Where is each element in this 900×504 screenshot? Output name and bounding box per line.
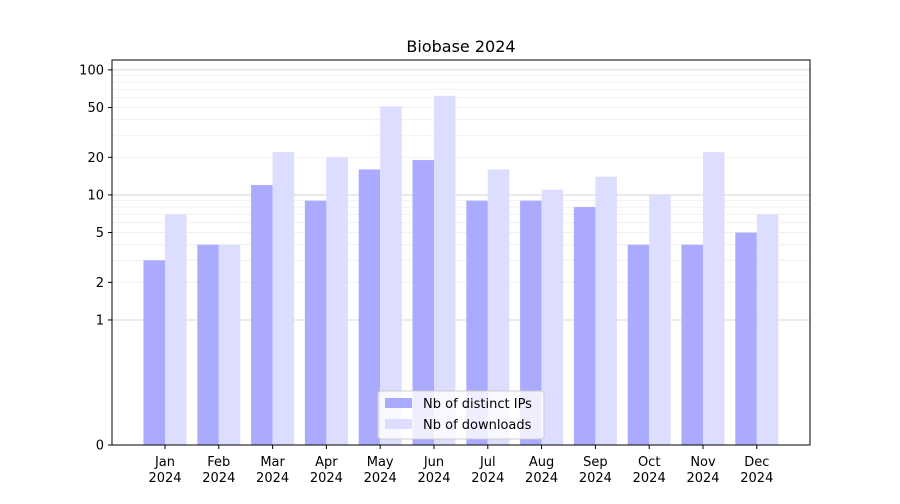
bar-downloads — [756, 214, 779, 445]
bar-distinct-ips — [304, 200, 327, 445]
x-tick-label: Dec 2024 — [740, 455, 773, 486]
x-tick-label-line: 2024 — [633, 471, 666, 486]
y-tick-label: 0 — [96, 439, 104, 454]
y-tick-label: 10 — [87, 188, 104, 203]
x-tick-label: May 2024 — [364, 455, 397, 486]
bar-downloads — [595, 176, 617, 445]
x-tick-label: Sep 2024 — [579, 455, 612, 486]
x-tick-label-line: Jan — [154, 455, 175, 470]
bar-downloads — [272, 152, 295, 445]
y-tick-label: 2 — [96, 276, 104, 291]
bar-downloads — [649, 194, 671, 445]
bar-distinct-ips — [735, 232, 757, 445]
x-tick-label-line: Apr — [315, 455, 338, 470]
bar-distinct-ips — [197, 244, 219, 445]
bar-distinct-ips — [412, 160, 434, 445]
chart-title: Biobase 2024 — [406, 37, 515, 56]
x-tick-label-line: Aug — [529, 455, 554, 470]
plot-frame — [111, 59, 811, 446]
bar-downloads — [541, 189, 564, 445]
bar-downloads — [434, 95, 456, 446]
x-tick-label-line: Jun — [423, 455, 444, 470]
x-tick-label-line: 2024 — [471, 471, 504, 486]
bar-distinct-ips — [681, 244, 703, 445]
legend-box — [377, 390, 545, 440]
x-tick-label: Mar 2024 — [256, 455, 289, 486]
x-tick-label-line: May — [367, 455, 394, 470]
y-tick-label: 100 — [79, 63, 104, 78]
x-tick-label-line: 2024 — [202, 471, 235, 486]
y-tick-label: 20 — [87, 151, 104, 166]
x-tick-label-line: 2024 — [417, 471, 450, 486]
legend: Nb of distinct IPs Nb of downloads — [377, 390, 545, 440]
bar-downloads — [703, 152, 725, 445]
x-tick-label-line: 2024 — [310, 471, 343, 486]
x-tick-label-line: 2024 — [740, 471, 773, 486]
x-tick-label-line: 2024 — [256, 471, 289, 486]
x-tick-label-line: 2024 — [579, 471, 612, 486]
legend-swatch — [385, 398, 412, 408]
x-tick-label-line: Sep — [583, 455, 608, 470]
bar-downloads — [487, 169, 510, 445]
x-tick-label-line: Dec — [744, 455, 769, 470]
x-tick-label: Jan 2024 — [148, 455, 181, 486]
y-tick-label: 1 — [96, 313, 104, 328]
x-tick-label: Jun 2024 — [417, 455, 450, 486]
x-tick-label: Apr 2024 — [310, 455, 343, 486]
bar-distinct-ips — [573, 207, 596, 445]
bars — [143, 95, 779, 446]
bar-distinct-ips — [627, 244, 650, 445]
x-tick-label: Nov 2024 — [686, 455, 719, 486]
bar-distinct-ips — [143, 260, 165, 445]
legend-swatch — [385, 419, 412, 429]
y-tick-label: 50 — [87, 101, 104, 116]
x-tick-label-line: Jul — [479, 455, 496, 470]
x-tick-label: Feb 2024 — [202, 455, 235, 486]
bar-downloads — [380, 106, 402, 445]
bar-downloads — [326, 157, 348, 445]
bar-downloads — [218, 244, 241, 445]
x-tick-label: Jul 2024 — [471, 455, 504, 486]
x-tick-label-line: Feb — [207, 455, 230, 470]
grid — [112, 69, 810, 321]
x-tick-label-line: 2024 — [364, 471, 397, 486]
legend-label: Nb of downloads — [423, 418, 532, 433]
bar-distinct-ips — [358, 169, 381, 445]
bar-distinct-ips — [466, 200, 488, 445]
y-axis: 0 1 2 5 10 20 50 100 — [79, 63, 112, 454]
bar-downloads — [165, 214, 187, 445]
x-tick-label-line: 2024 — [525, 471, 558, 486]
x-tick-label-line: 2024 — [686, 471, 719, 486]
x-tick-label: Oct 2024 — [633, 455, 666, 486]
x-tick-label: Aug 2024 — [525, 455, 558, 486]
x-tick-label-line: 2024 — [148, 471, 181, 486]
x-tick-label-line: Oct — [638, 455, 660, 470]
x-tick-label-line: Mar — [260, 455, 285, 470]
y-tick-label: 5 — [96, 226, 104, 241]
bar-distinct-ips — [520, 200, 542, 445]
legend-label: Nb of distinct IPs — [423, 397, 532, 412]
x-tick-label-line: Nov — [690, 455, 716, 470]
bar-distinct-ips — [251, 185, 273, 445]
